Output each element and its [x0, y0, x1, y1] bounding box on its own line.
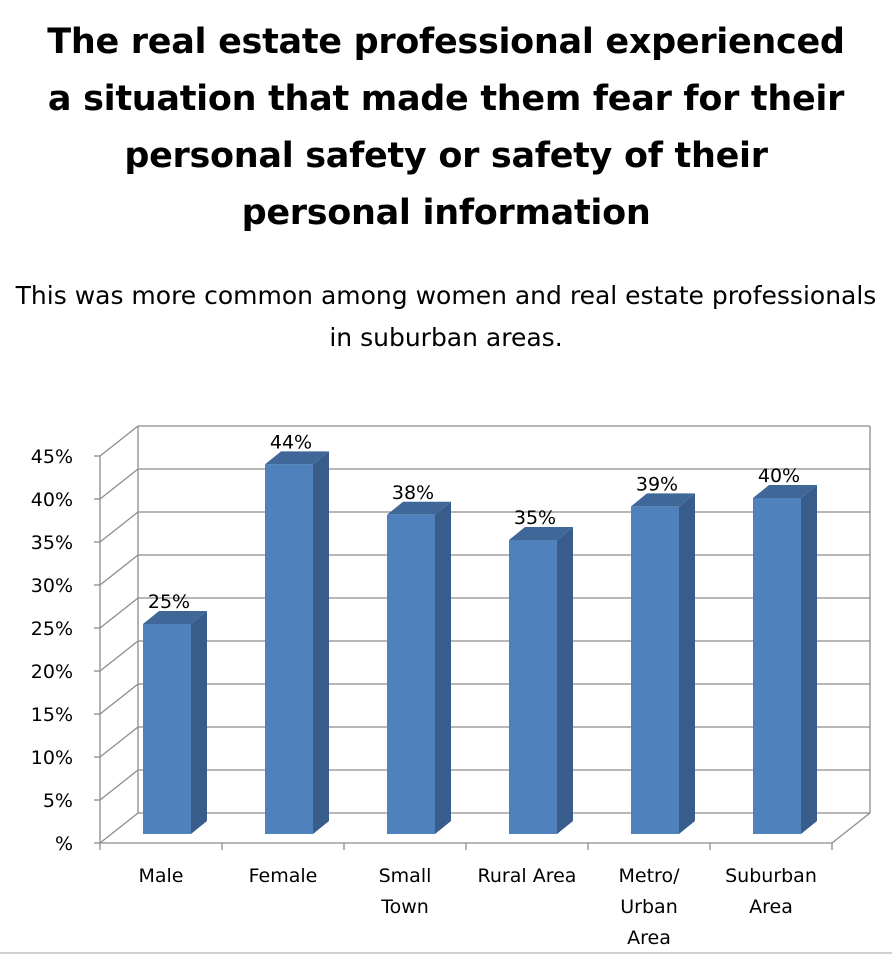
y-tick-label: 15%: [31, 704, 73, 726]
gridline-diagonal: [99, 511, 139, 543]
x-tick-label: Metro/: [619, 865, 681, 887]
data-label: 44%: [270, 431, 312, 453]
x-tick-label: Suburban: [725, 865, 817, 887]
x-tick-label: Town: [380, 896, 429, 918]
x-tick-label: Male: [138, 865, 183, 887]
gridline-diagonal: [99, 683, 139, 715]
bar: [143, 624, 191, 834]
y-tick-label: %: [55, 833, 73, 855]
bar-side: [801, 485, 817, 834]
bar-top: [387, 501, 451, 515]
bar-top: [509, 527, 573, 540]
bar-top: [631, 493, 695, 507]
bar: [509, 540, 557, 834]
bar-side: [313, 451, 329, 834]
y-tick-label: 10%: [31, 747, 73, 769]
bar-side: [679, 493, 695, 834]
x-tick-label: Female: [249, 865, 318, 887]
gridline-diagonal: [99, 425, 139, 457]
y-tick-label: 5%: [43, 790, 73, 812]
gridline-diagonal: [99, 812, 139, 844]
x-tick-label: Urban: [620, 896, 677, 918]
data-label: 39%: [636, 473, 678, 495]
gridline-diagonal: [99, 726, 139, 758]
data-label: 35%: [514, 507, 556, 529]
x-tick-label: Rural Area: [478, 865, 577, 887]
data-label: 25%: [148, 591, 190, 613]
bar-side: [557, 527, 573, 834]
gridline-diagonal: [99, 554, 139, 586]
y-tick-label: 40%: [31, 489, 73, 511]
y-tick-label: 25%: [31, 618, 73, 640]
bar-top: [143, 611, 207, 624]
bar-top: [265, 451, 329, 465]
y-tick-label: 35%: [31, 532, 73, 554]
y-tick-label: 30%: [31, 575, 73, 597]
bar: [387, 514, 435, 834]
gridline-diagonal: [99, 468, 139, 500]
bar-side: [191, 611, 207, 834]
gridline-diagonal: [99, 597, 139, 629]
bar: [631, 506, 679, 834]
chart-title: The real estate professional experienced…: [47, 22, 845, 233]
x-tick-label: Area: [627, 927, 671, 949]
bar: [753, 498, 801, 834]
y-tick-label: 20%: [31, 661, 73, 683]
y-tick-label: 45%: [31, 446, 73, 468]
floor-right-edge: [831, 812, 871, 844]
data-label: 40%: [758, 465, 800, 487]
x-tick-label: Area: [749, 896, 793, 918]
bar-top: [753, 485, 817, 498]
gridline-diagonal: [99, 769, 139, 801]
chart-subtitle: This was more common among women and rea…: [15, 281, 877, 352]
bar: [265, 464, 313, 834]
gridline-diagonal: [99, 640, 139, 672]
data-label: 38%: [392, 482, 434, 504]
bar-side: [435, 501, 451, 834]
x-tick-label: Small: [379, 865, 432, 887]
